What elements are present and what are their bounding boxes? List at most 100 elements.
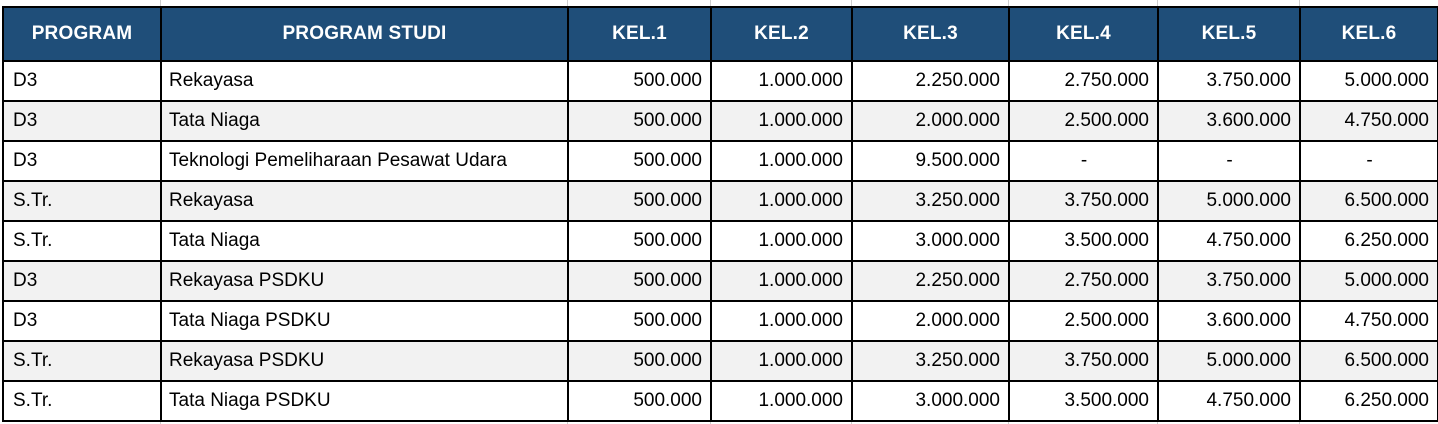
cell-program-studi: Rekayasa PSDKU: [160, 260, 569, 302]
cell-kel6: 6.500.000: [1299, 340, 1438, 382]
cell-kel5: 5.000.000: [1157, 340, 1301, 382]
table-row: S.Tr. Tata Niaga 500.000 1.000.000 3.000…: [2, 220, 1438, 262]
cell-program-studi: Tata Niaga PSDKU: [160, 300, 569, 342]
gridline-stub: [1299, 422, 1300, 424]
table-row: D3 Tata Niaga PSDKU 500.000 1.000.000 2.…: [2, 300, 1438, 342]
cell-program-studi: Tata Niaga: [160, 100, 569, 142]
cell-kel4: 2.750.000: [1008, 260, 1159, 302]
cell-kel6: 6.500.000: [1299, 180, 1438, 222]
cell-kel2: 1.000.000: [710, 140, 853, 182]
cell-kel2: 1.000.000: [710, 100, 853, 142]
cell-kel4: 3.750.000: [1008, 180, 1159, 222]
table-row: D3 Rekayasa PSDKU 500.000 1.000.000 2.25…: [2, 260, 1438, 302]
cell-kel5: 3.600.000: [1157, 300, 1301, 342]
cell-kel6: 6.250.000: [1299, 220, 1438, 262]
cell-program: S.Tr.: [2, 340, 162, 382]
cell-kel3: 3.000.000: [851, 380, 1010, 422]
cell-kel6: 5.000.000: [1299, 60, 1438, 102]
table-row: D3 Rekayasa 500.000 1.000.000 2.250.000 …: [2, 60, 1438, 102]
cell-program-studi: Teknologi Pemeliharaan Pesawat Udara: [160, 140, 569, 182]
column-header-kel3: KEL.3: [851, 6, 1010, 62]
column-header-kel2: KEL.2: [710, 6, 853, 62]
cell-kel4: -: [1008, 140, 1159, 182]
cell-kel2: 1.000.000: [710, 380, 853, 422]
gridline-stub: [710, 422, 711, 424]
cell-kel6: 4.750.000: [1299, 100, 1438, 142]
gridline-stub: [1008, 0, 1009, 6]
cell-kel6: 5.000.000: [1299, 260, 1438, 302]
cell-kel3: 9.500.000: [851, 140, 1010, 182]
top-margin: [2, 0, 1438, 6]
cell-program: D3: [2, 300, 162, 342]
cell-kel3: 2.000.000: [851, 300, 1010, 342]
cell-kel4: 2.500.000: [1008, 300, 1159, 342]
fee-table: PROGRAM PROGRAM STUDI KEL.1 KEL.2 KEL.3 …: [2, 6, 1438, 422]
cell-program: D3: [2, 260, 162, 302]
cell-kel1: 500.000: [567, 100, 712, 142]
gridline-stub: [567, 0, 568, 6]
cell-kel1: 500.000: [567, 220, 712, 262]
table-row: S.Tr. Tata Niaga PSDKU 500.000 1.000.000…: [2, 380, 1438, 422]
gridline-stub: [1008, 422, 1009, 424]
gridline-stub: [1299, 0, 1300, 6]
cell-kel4: 2.500.000: [1008, 100, 1159, 142]
cell-kel5: 3.750.000: [1157, 260, 1301, 302]
cell-kel5: 3.600.000: [1157, 100, 1301, 142]
cell-kel1: 500.000: [567, 60, 712, 102]
cell-kel3: 2.000.000: [851, 100, 1010, 142]
cell-kel1: 500.000: [567, 380, 712, 422]
gridline-stub: [1157, 422, 1158, 424]
table-row: S.Tr. Rekayasa 500.000 1.000.000 3.250.0…: [2, 180, 1438, 222]
cell-kel2: 1.000.000: [710, 60, 853, 102]
cell-kel1: 500.000: [567, 300, 712, 342]
cell-kel3: 2.250.000: [851, 260, 1010, 302]
cell-kel1: 500.000: [567, 260, 712, 302]
cell-kel3: 3.000.000: [851, 220, 1010, 262]
cell-kel6: -: [1299, 140, 1438, 182]
column-header-kel1: KEL.1: [567, 6, 712, 62]
cell-kel5: 4.750.000: [1157, 220, 1301, 262]
gridline-stub: [851, 422, 852, 424]
cell-program-studi: Rekayasa PSDKU: [160, 340, 569, 382]
cell-kel1: 500.000: [567, 180, 712, 222]
cell-kel4: 3.500.000: [1008, 380, 1159, 422]
column-header-program: PROGRAM: [2, 6, 162, 62]
cell-program-studi: Rekayasa: [160, 180, 569, 222]
cell-program: D3: [2, 100, 162, 142]
gridline-stub: [851, 0, 852, 6]
column-header-kel6: KEL.6: [1299, 6, 1438, 62]
cell-kel2: 1.000.000: [710, 220, 853, 262]
cell-program-studi: Rekayasa: [160, 60, 569, 102]
cell-kel3: 3.250.000: [851, 340, 1010, 382]
cell-kel3: 3.250.000: [851, 180, 1010, 222]
column-header-kel5: KEL.5: [1157, 6, 1301, 62]
cell-kel5: 3.750.000: [1157, 60, 1301, 102]
cell-program: S.Tr.: [2, 180, 162, 222]
gridline-stub: [160, 0, 161, 6]
bottom-margin: [2, 422, 1438, 424]
column-header-kel4: KEL.4: [1008, 6, 1159, 62]
gridline-stub: [710, 0, 711, 6]
cell-kel4: 3.500.000: [1008, 220, 1159, 262]
cell-kel5: 5.000.000: [1157, 180, 1301, 222]
table-row: S.Tr. Rekayasa PSDKU 500.000 1.000.000 3…: [2, 340, 1438, 382]
gridline-stub: [160, 422, 161, 424]
cell-program: D3: [2, 140, 162, 182]
cell-kel4: 3.750.000: [1008, 340, 1159, 382]
cell-kel6: 4.750.000: [1299, 300, 1438, 342]
header-row: PROGRAM PROGRAM STUDI KEL.1 KEL.2 KEL.3 …: [2, 6, 1438, 62]
cell-kel1: 500.000: [567, 340, 712, 382]
cell-kel5: 4.750.000: [1157, 380, 1301, 422]
column-header-program-studi: PROGRAM STUDI: [160, 6, 569, 62]
table-row: D3 Teknologi Pemeliharaan Pesawat Udara …: [2, 140, 1438, 182]
cell-program: S.Tr.: [2, 220, 162, 262]
gridline-stub: [1157, 0, 1158, 6]
cell-program-studi: Tata Niaga: [160, 220, 569, 262]
cell-kel2: 1.000.000: [710, 180, 853, 222]
cell-kel2: 1.000.000: [710, 260, 853, 302]
gridline-stub: [567, 422, 568, 424]
cell-kel3: 2.250.000: [851, 60, 1010, 102]
table-row: D3 Tata Niaga 500.000 1.000.000 2.000.00…: [2, 100, 1438, 142]
cell-kel2: 1.000.000: [710, 300, 853, 342]
